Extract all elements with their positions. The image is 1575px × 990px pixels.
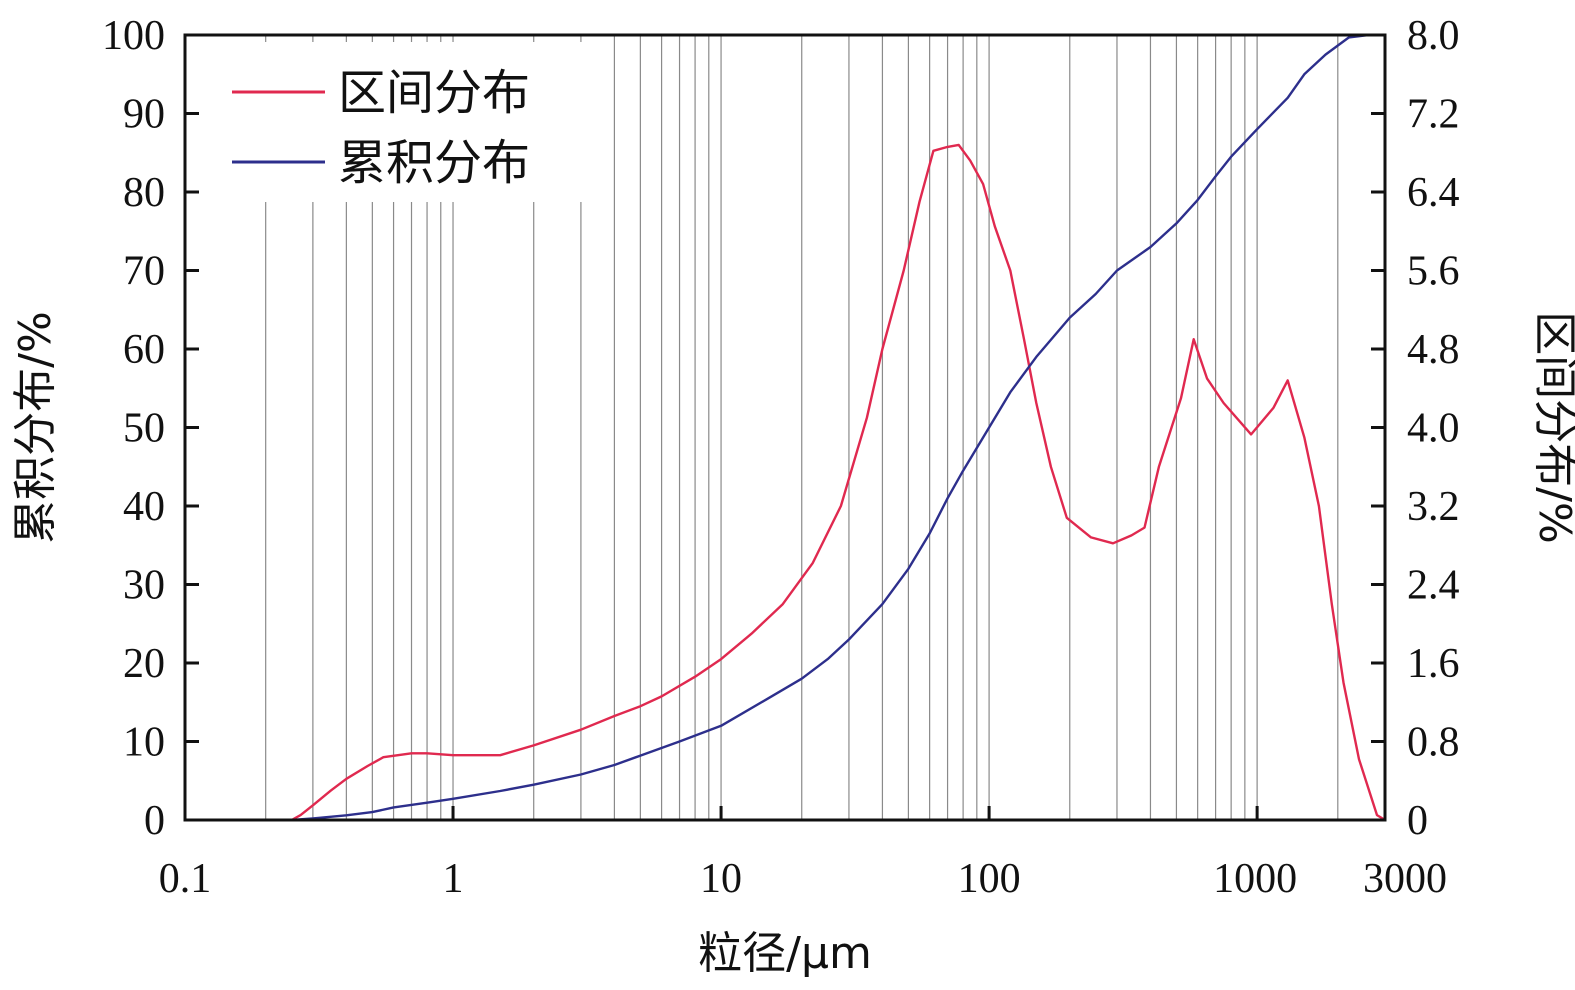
right-y-tick-label: 4.0: [1407, 406, 1460, 452]
series-layer: [291, 33, 1386, 822]
left-y-tick-label: 60: [123, 327, 165, 373]
left-y-tick-label: 20: [123, 641, 165, 687]
right-y-tick-label: 5.6: [1407, 249, 1460, 295]
right-y-tick-label: 1.6: [1407, 641, 1460, 687]
right-y-axis-title: 区间分布/%: [1529, 311, 1575, 544]
right-y-tick-label: 2.4: [1407, 563, 1460, 609]
left-y-tick-label: 40: [123, 484, 165, 530]
left-y-tick-label: 0: [144, 798, 165, 844]
right-y-tick-label: 4.8: [1407, 327, 1460, 373]
right-y-tick-label: 0: [1407, 798, 1428, 844]
left-y-axis-title: 累积分布/%: [10, 311, 61, 544]
right-y-tick-label: 7.2: [1407, 92, 1460, 138]
x-tick-label: 10: [700, 856, 742, 902]
series-line-cumulative: [291, 33, 1385, 822]
right-y-tick-label: 0.8: [1407, 720, 1460, 766]
left-y-tick-label: 100: [102, 13, 165, 59]
x-tick-label: 0.1: [159, 856, 212, 902]
left-y-tick-label: 80: [123, 170, 165, 216]
left-y-tick-label: 50: [123, 406, 165, 452]
axis-ticks: 010203040506070809010000.81.62.43.24.04.…: [102, 13, 1460, 902]
series-line-interval: [291, 143, 1386, 822]
left-y-tick-label: 90: [123, 92, 165, 138]
left-y-tick-label: 30: [123, 563, 165, 609]
x-axis-title: 粒径/μm: [698, 928, 872, 979]
right-y-tick-label: 3.2: [1407, 484, 1460, 530]
left-y-tick-label: 70: [123, 249, 165, 295]
legend-label: 累积分布: [338, 135, 530, 191]
left-y-tick-label: 10: [123, 720, 165, 766]
legend-label: 区间分布: [338, 65, 530, 121]
x-tick-label: 1000: [1213, 856, 1297, 902]
legend-background: [200, 42, 585, 202]
x-tick-label: 1: [443, 856, 464, 902]
right-y-tick-label: 8.0: [1407, 13, 1460, 59]
x-tick-label: 100: [958, 856, 1021, 902]
right-y-tick-label: 6.4: [1407, 170, 1460, 216]
x-tick-label: 3000: [1363, 856, 1447, 902]
